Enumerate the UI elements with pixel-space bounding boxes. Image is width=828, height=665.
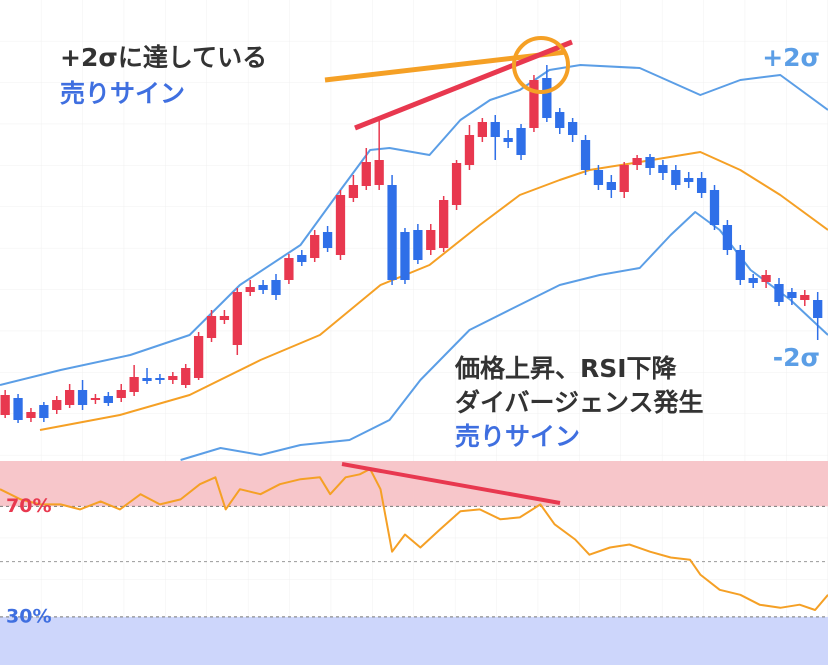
candle-body: [271, 280, 281, 295]
candle-body: [567, 122, 578, 135]
candle-body: [580, 140, 591, 170]
annotation-line: [354, 39, 573, 131]
annotation-text: 売りサイン: [60, 79, 185, 108]
candle-body: [284, 258, 294, 280]
candle-body: [90, 398, 101, 400]
annotation-text: ダイバージェンス発生: [455, 388, 704, 417]
candle-body: [593, 170, 604, 185]
candle-body: [310, 235, 320, 258]
candle-body: [361, 162, 371, 186]
candle-body: [103, 396, 113, 403]
candle-body: [503, 138, 513, 142]
candle-body: [477, 122, 487, 137]
candle-body: [206, 316, 217, 338]
annotation-shapes: [324, 36, 573, 505]
candle-body: [439, 200, 449, 248]
candle-body: [671, 170, 681, 185]
candle-body: [606, 182, 616, 190]
candle-body: [116, 390, 126, 398]
candle-body: [722, 225, 733, 250]
candle-body: [65, 390, 75, 405]
candle-body: [645, 157, 655, 168]
candle-body: [800, 295, 810, 300]
candle-body: [761, 275, 771, 282]
candle-body: [555, 112, 565, 128]
rsi-panel: [0, 461, 828, 665]
candle-body: [245, 287, 255, 292]
candle-body: [258, 285, 268, 290]
y-tick-label: 30%: [6, 605, 51, 627]
candle-body: [774, 284, 784, 302]
candle-body: [451, 163, 462, 205]
candle-body: [39, 405, 49, 418]
candle-body: [26, 412, 36, 418]
band-label: +2σ: [762, 43, 820, 72]
candle-body: [155, 378, 165, 380]
candle-body: [142, 378, 152, 381]
candle-body: [529, 80, 539, 128]
y-tick-label: 70%: [6, 495, 51, 517]
candle-body: [232, 292, 242, 345]
candle-body: [297, 255, 307, 262]
candle-body: [464, 135, 475, 165]
candle-body: [658, 165, 668, 173]
candle-body: [193, 336, 204, 378]
oversold-zone: [0, 616, 828, 665]
band-label: -2σ: [773, 343, 820, 372]
annotation-text: 売りサイン: [455, 422, 580, 451]
candle-body: [813, 300, 823, 318]
annotation-line: [324, 49, 567, 83]
candle-body: [542, 78, 552, 118]
price-panel: [0, 64, 828, 461]
candle-body: [619, 165, 629, 192]
candle-body: [413, 230, 423, 260]
rsi-line: [0, 468, 828, 611]
annotation-line: [341, 462, 561, 505]
annotation-text: 価格上昇、RSI下降: [454, 354, 678, 383]
band-line: [39, 151, 828, 431]
candle-body: [181, 368, 191, 385]
candle-body: [696, 178, 707, 193]
candle-body: [490, 122, 500, 137]
candle-body: [709, 190, 720, 225]
candle-body: [684, 178, 694, 182]
candle-body: [516, 128, 526, 155]
candle-body: [632, 158, 642, 165]
candle-body: [348, 185, 359, 198]
candle-body: [52, 400, 62, 410]
candle-body: [129, 377, 139, 392]
annotation-circle: [512, 36, 570, 94]
candle-body: [387, 185, 397, 280]
candle-body: [77, 390, 88, 405]
band-line: [0, 64, 828, 386]
candle-body: [787, 292, 797, 298]
annotation-text: +2σに達している: [60, 43, 267, 72]
overbought-zone: [0, 461, 828, 507]
candle-body: [219, 316, 230, 320]
candle-body: [13, 398, 23, 420]
candle-body: [0, 395, 10, 415]
candle-body: [748, 278, 758, 283]
candle-body: [400, 232, 410, 280]
candle-body: [322, 232, 333, 248]
candle-body: [426, 230, 436, 250]
candle-body: [335, 195, 346, 255]
candle-body: [168, 376, 178, 380]
candle-body: [735, 250, 745, 280]
candle-body: [374, 160, 384, 185]
